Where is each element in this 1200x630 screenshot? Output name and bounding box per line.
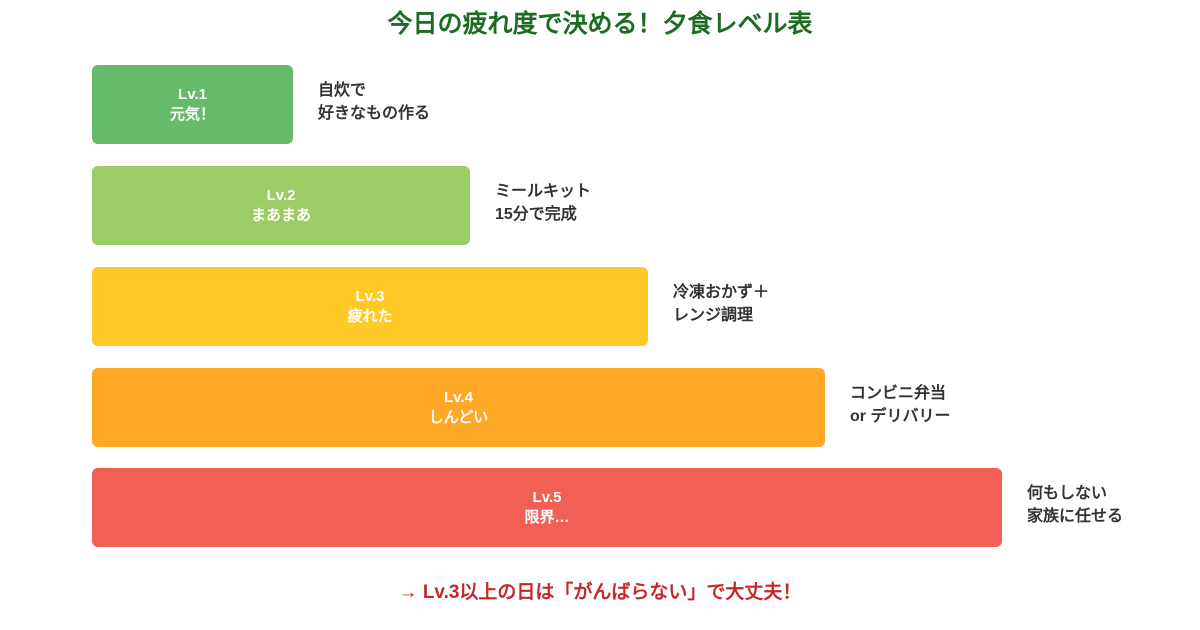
level-description: 何もしない家族に任せる xyxy=(1027,482,1123,528)
level-label: Lv.5 xyxy=(532,488,562,506)
level-label: Lv.3 xyxy=(355,287,385,305)
level-bar: Lv.4 しんどい xyxy=(92,368,825,447)
level-bar: Lv.5 限界… xyxy=(92,468,1002,547)
level-description: 冷凍おかず＋ レンジ調理 xyxy=(673,281,769,327)
level-state: 元気！ xyxy=(169,105,215,123)
desc-line: 何もしない xyxy=(1027,485,1108,502)
level-description: コンビニ弁当 or デリバリー xyxy=(850,382,950,428)
level-label: Lv.1 xyxy=(178,85,207,103)
level-state: 疲れた xyxy=(347,307,393,325)
desc-line: or デリバリー xyxy=(850,408,951,425)
level-bar: Lv.3 疲れた xyxy=(92,267,648,346)
desc-line: ミールキット xyxy=(495,183,592,200)
desc-line: コンビニ弁当 xyxy=(850,385,947,402)
desc-line: 好きなもの作る xyxy=(318,105,431,122)
level-bar: Lv.1 元気！ xyxy=(92,65,293,144)
level-state: 限界… xyxy=(524,508,570,526)
level-description: ミールキット 15分で完成 xyxy=(495,180,591,226)
desc-line: 自炊で xyxy=(318,82,367,99)
desc-line: 家族に任せる xyxy=(1027,508,1124,525)
level-label: Lv.4 xyxy=(444,388,473,406)
desc-line: 15分で完成 xyxy=(495,206,577,223)
page-title: 今日の疲れ度で決める！夕食レベル表 xyxy=(387,10,813,38)
level-description: 自炊で好きなもの作る xyxy=(318,79,430,125)
desc-line: 冷凍おかず＋ xyxy=(673,284,770,301)
level-bar: Lv.2 まあまあ xyxy=(92,166,470,245)
level-state: しんどい xyxy=(428,408,489,426)
desc-line: レンジ調理 xyxy=(673,307,754,324)
footer-note: → Lv.3以上の日は「がんばらない」で大丈夫！ xyxy=(398,582,802,603)
level-state: まあまあ xyxy=(250,206,311,224)
level-label: Lv.2 xyxy=(266,186,296,204)
